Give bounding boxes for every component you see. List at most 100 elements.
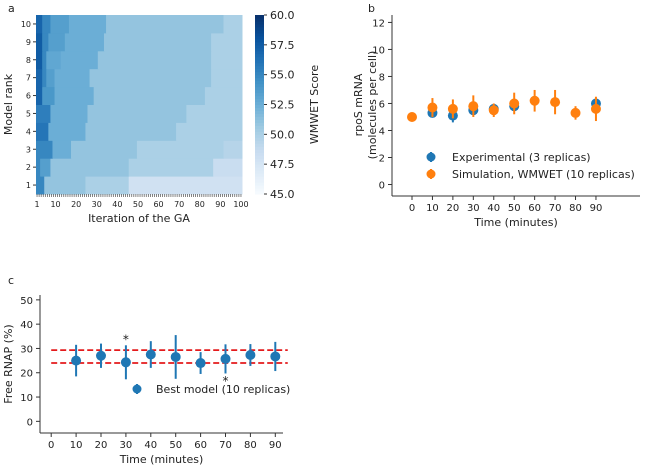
heatmap-cell	[36, 122, 49, 141]
heatmap-cell	[211, 50, 243, 70]
x-tick-label: 30	[120, 440, 133, 451]
heatmap-cell	[93, 86, 206, 105]
x-tick-label: 70	[219, 440, 232, 451]
heatmap-cell	[223, 15, 243, 34]
data-point	[529, 95, 540, 106]
y-tick-label: 0	[27, 417, 33, 428]
colorbar-segment	[255, 155, 264, 159]
heatmap-cell	[128, 158, 214, 177]
data-point	[96, 350, 106, 361]
x-tick-label: 60	[528, 203, 541, 214]
colorbar-segment	[255, 170, 264, 174]
colorbar-segment	[255, 56, 264, 61]
colorbar-segment	[255, 68, 264, 73]
y-tick-label: 20	[20, 369, 33, 380]
heatmap-cell	[106, 15, 224, 34]
heatmap-cell	[68, 15, 107, 34]
colorbar-segment	[255, 32, 264, 37]
x-tick-label: 90	[269, 440, 282, 451]
heatmap-cell	[36, 176, 45, 195]
x-tick-label: 0	[48, 440, 54, 451]
x-axis-label: Time (minutes)	[119, 453, 204, 466]
heatmap-cell	[87, 104, 187, 123]
legend-label: Best model (10 replicas)	[156, 383, 290, 396]
significance-marker: *	[223, 374, 229, 388]
colorbar-segment	[255, 158, 264, 162]
x-tick-label: 0	[409, 203, 415, 214]
data-point	[195, 358, 206, 369]
data-point	[447, 103, 458, 114]
y-tick-label: 0	[379, 181, 385, 192]
y-tick-label: 6	[379, 99, 385, 110]
heatmap-cell	[44, 176, 86, 195]
colorbar-segment	[255, 89, 264, 94]
heatmap-cell	[50, 15, 70, 34]
x-tick-label: 80	[244, 440, 257, 451]
data-point	[509, 98, 520, 109]
heatmap-cell	[50, 158, 130, 177]
x-tick-label: 30	[467, 203, 480, 214]
heatmap-cell	[42, 50, 47, 70]
colorbar-segment	[255, 149, 264, 153]
panel-b-plot: 0 10 20 30 40 50 60 70 80 90 0 2 4 6 8 10 12 Time (minute…	[352, 15, 640, 229]
x-tick-label: 10	[50, 200, 60, 209]
heatmap-cell	[176, 122, 243, 141]
heatmap-cell	[36, 68, 43, 88]
colorbar-segment	[255, 179, 264, 183]
colorbar-segment	[255, 77, 264, 82]
x-tick-label: 30	[92, 200, 102, 209]
colorbar-segment	[255, 164, 264, 168]
y-tick-label: 50	[20, 296, 33, 307]
heatmap-cell	[42, 15, 51, 34]
colorbar-segment	[255, 23, 264, 28]
y-axis-label-line2: (molecules per cell)	[366, 51, 379, 160]
colorbar-segment	[255, 143, 264, 147]
colorbar-segment	[255, 71, 264, 76]
colorbar-segment	[255, 35, 264, 40]
heatmap-cell	[223, 140, 243, 159]
colorbar-segment	[255, 47, 264, 52]
heatmap-cell	[204, 86, 243, 105]
panel-label-b: b	[368, 2, 375, 15]
x-tick-label: 40	[144, 440, 157, 451]
colorbar-segment	[255, 38, 264, 43]
y-tick-label: 1	[26, 181, 31, 190]
data-point	[170, 351, 181, 362]
colorbar-segment	[255, 125, 264, 129]
heatmap-cell	[213, 158, 243, 177]
heatmap-cell	[60, 50, 99, 70]
colorbar-segment	[255, 92, 264, 97]
colorbar-segment	[255, 173, 264, 177]
data-point	[590, 103, 601, 114]
colorbar-segment	[255, 29, 264, 34]
colorbar-segment	[255, 41, 264, 46]
colorbar-segment	[255, 161, 264, 165]
heatmap-cell	[36, 15, 43, 34]
x-tick-label: 20	[447, 203, 460, 214]
x-tick-label: 40	[112, 200, 122, 209]
colorbar-segment	[255, 131, 264, 135]
data-point	[270, 351, 281, 362]
heatmap-cell	[42, 86, 56, 105]
heatmap-cell	[54, 86, 95, 105]
heatmap-cell	[42, 32, 49, 52]
x-tick-label: 10	[426, 203, 439, 214]
y-tick-label: 40	[20, 320, 33, 331]
y-axis-label-line1: rpoS mRNA	[352, 73, 365, 136]
heatmap-cell	[85, 176, 130, 195]
colorbar-segment	[255, 137, 264, 141]
x-tick-label: 90	[590, 203, 603, 214]
data-point	[245, 350, 256, 361]
heatmap-cell	[54, 68, 91, 88]
heatmap-cell	[97, 50, 212, 70]
colorbar-segment	[255, 74, 264, 79]
y-tick-label: 9	[26, 38, 31, 47]
x-tick-label: 100	[233, 200, 248, 209]
colorbar-segment	[255, 83, 264, 88]
colorbar-label: WMWET Score	[308, 65, 321, 144]
y-tick-label: 3	[26, 145, 31, 154]
data-point	[570, 107, 581, 118]
colorbar-segment	[255, 191, 264, 195]
colorbar-segment	[255, 59, 264, 64]
heatmap-cell	[36, 32, 43, 52]
